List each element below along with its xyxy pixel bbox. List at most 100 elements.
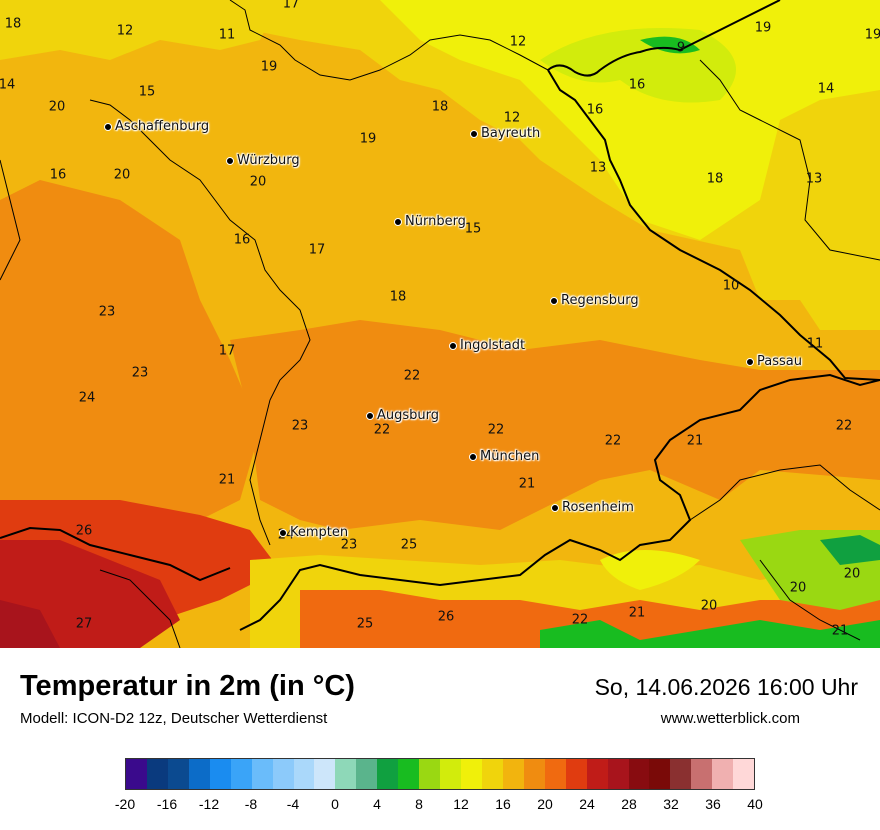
- temp-value: 26: [437, 609, 455, 625]
- temp-value: 18: [4, 16, 22, 32]
- temp-value: 23: [98, 304, 116, 320]
- legend-tick-label: 12: [453, 796, 469, 812]
- temp-value: 19: [260, 59, 278, 75]
- legend-swatch: [314, 759, 336, 789]
- website-credit: www.wetterblick.com: [660, 710, 800, 727]
- legend-ticks: -20 -16 -12 -8 -4 0 4 8 12 16 20 24 28 32 36 40: [115, 796, 763, 816]
- temp-value: 20: [113, 167, 131, 183]
- legend-swatch: [419, 759, 441, 789]
- temp-value: 16: [628, 77, 646, 93]
- legend-swatch: [712, 759, 734, 789]
- city-dot: [550, 296, 558, 305]
- legend-swatch: [523, 759, 545, 789]
- temp-value: 23: [131, 365, 149, 381]
- temp-value: 11: [806, 336, 824, 352]
- temp-value: 21: [218, 472, 236, 488]
- temp-value: 23: [291, 418, 309, 434]
- temp-value: 19: [359, 131, 377, 147]
- legend-swatch: [607, 759, 629, 789]
- legend-tick-label: -4: [286, 796, 300, 812]
- temp-value: 26: [75, 523, 93, 539]
- city-marker-kempten: Kempten: [279, 525, 348, 540]
- temp-value: 21: [831, 623, 849, 639]
- legend-tick-label: 8: [415, 796, 423, 812]
- legend-swatch: [670, 759, 692, 789]
- legend-swatch: [544, 759, 566, 789]
- temp-value: 9: [676, 40, 686, 56]
- temp-value: 16: [586, 102, 604, 118]
- temp-value: 22: [487, 422, 505, 438]
- temp-value: 18: [706, 171, 724, 187]
- map-title: Temperatur in 2m (in °C): [20, 670, 355, 702]
- model-info: Modell: ICON-D2 12z, Deutscher Wetterdie…: [20, 710, 328, 727]
- city-marker-rosenheim: Rosenheim: [551, 500, 634, 515]
- temp-value: 23: [340, 537, 358, 553]
- forecast-datetime: So, 14.06.2026 16:00 Uhr: [594, 674, 858, 700]
- temp-value: 18: [389, 289, 407, 305]
- legend-swatch: [126, 759, 147, 789]
- city-marker-augsburg: Augsburg: [366, 408, 439, 423]
- city-dot: [469, 452, 477, 461]
- legend-swatch: [398, 759, 420, 789]
- temp-value: 11: [218, 27, 236, 43]
- city-label: Augsburg: [377, 408, 440, 423]
- city-dot: [394, 217, 402, 226]
- temp-value: 20: [789, 580, 807, 596]
- legend-tick-label: 32: [663, 796, 679, 812]
- legend-swatch: [146, 759, 168, 789]
- temperature-map: 18 12 11 17 12 9 19 19 14 20 15 19 18 12…: [0, 0, 880, 648]
- city-dot: [279, 528, 287, 537]
- legend-swatch: [461, 759, 482, 789]
- legend-tick-label: 24: [579, 796, 595, 812]
- temp-value: 14: [817, 81, 835, 97]
- temp-value: 12: [116, 23, 134, 39]
- temp-value: 27: [75, 616, 93, 632]
- temp-value: 20: [48, 99, 66, 115]
- temp-value: 21: [628, 605, 646, 621]
- legend-swatch: [230, 759, 252, 789]
- temp-value: 22: [373, 422, 391, 438]
- legend-swatch: [586, 759, 608, 789]
- temp-value: 15: [138, 84, 156, 100]
- temp-value: 25: [400, 537, 418, 553]
- legend-swatch: [649, 759, 671, 789]
- map-footer: Temperatur in 2m (in °C) Modell: ICON-D2…: [0, 648, 880, 830]
- legend-swatch: [272, 759, 294, 789]
- legend-swatch: [628, 759, 650, 789]
- color-scale-legend: [125, 758, 755, 790]
- city-marker-bayreuth: Bayreuth: [470, 126, 540, 141]
- city-label: Passau: [757, 354, 802, 369]
- city-marker-aschaffenburg: Aschaffenburg: [104, 119, 209, 134]
- temp-value: 10: [722, 278, 740, 294]
- temp-value: 15: [464, 221, 482, 237]
- legend-swatch: [188, 759, 210, 789]
- legend-tick-label: -8: [244, 796, 258, 812]
- city-label: Würzburg: [237, 153, 300, 168]
- city-dot: [551, 503, 559, 512]
- legend-tick-label: 28: [621, 796, 637, 812]
- city-dot: [470, 129, 478, 138]
- temp-value: 22: [571, 612, 589, 628]
- city-label: Bayreuth: [481, 126, 541, 141]
- city-marker-muenchen: München: [469, 449, 539, 464]
- city-dot: [449, 341, 457, 350]
- legend-swatch: [502, 759, 524, 789]
- city-label: Kempten: [290, 525, 349, 540]
- legend-swatch: [377, 759, 399, 789]
- temp-value: 21: [518, 476, 536, 492]
- temp-value: 24: [78, 390, 96, 406]
- legend-swatch: [293, 759, 315, 789]
- temp-value: 20: [249, 174, 267, 190]
- legend-swatch: [733, 759, 755, 789]
- city-label: Aschaffenburg: [115, 119, 210, 134]
- legend-tick-label: 0: [331, 796, 339, 812]
- temp-value: 20: [700, 598, 718, 614]
- temperature-field: [0, 0, 880, 648]
- legend-tick-label: -12: [198, 796, 220, 812]
- legend-tick-label: 4: [373, 796, 381, 812]
- city-marker-wuerzburg: Würzburg: [226, 153, 300, 168]
- legend-swatch: [481, 759, 503, 789]
- legend-swatch: [335, 759, 357, 789]
- legend-swatch: [440, 759, 461, 789]
- city-label: Regensburg: [561, 293, 639, 308]
